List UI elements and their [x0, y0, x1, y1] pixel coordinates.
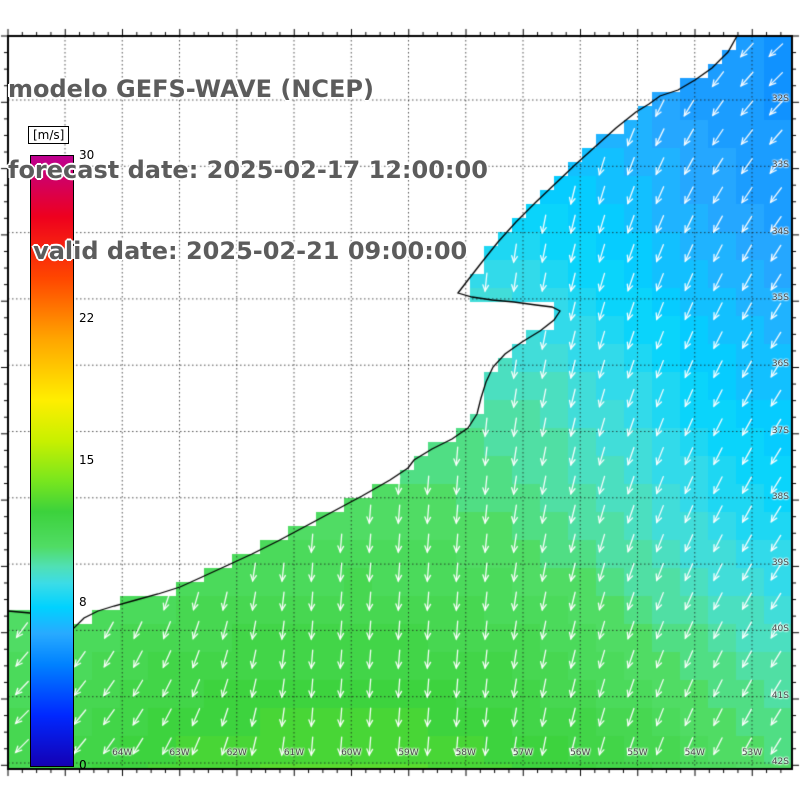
- colorbar-tick-label: 30: [79, 148, 95, 162]
- colorbar-units-label: [m/s]: [28, 126, 70, 144]
- title-block: modelo GEFS-WAVE (NCEP) forecast date: 2…: [8, 22, 488, 292]
- colorbar-gradient: [30, 155, 74, 767]
- colorbar-tick-label: 0: [79, 758, 87, 772]
- colorbar-tick-label: 22: [79, 310, 95, 325]
- colorbar-tick-label: 8: [79, 595, 87, 610]
- model-title: modelo GEFS-WAVE (NCEP): [8, 75, 374, 103]
- valid-date: valid date: 2025-02-21 09:00:00: [8, 237, 468, 265]
- colorbar-tick-label: 15: [79, 453, 95, 467]
- colorbar: [m/s] 30 22 15 8 0: [28, 126, 112, 776]
- forecast-date: forecast date: 2025-02-17 12:00:00: [8, 156, 488, 184]
